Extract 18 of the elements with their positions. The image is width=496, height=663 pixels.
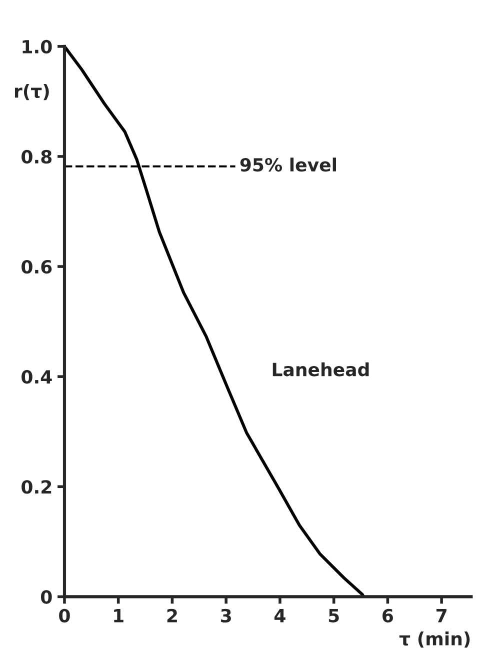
- x-tick-label: 7: [436, 609, 446, 622]
- x-tick-label: 2: [167, 608, 177, 622]
- y-tick-label: 0.4: [22, 370, 52, 384]
- annotation: Lanehead: [272, 362, 369, 376]
- x-tick-label: 1: [114, 609, 124, 622]
- y-tick-label: 1.0: [22, 40, 52, 54]
- y-tick-label: 0.6: [22, 260, 52, 274]
- y-tick-label: 0.2: [22, 480, 52, 494]
- y-tick-label: 0: [40, 590, 52, 604]
- x-axis-title: τ (min): [399, 632, 470, 648]
- x-tick-label: 6: [382, 608, 394, 622]
- x-tick-label: 0: [59, 608, 70, 622]
- y-axis-title: r(τ): [14, 84, 49, 100]
- x-tick-label: 3: [221, 608, 231, 622]
- ref-line-label: 95% level: [240, 158, 336, 172]
- x-tick-label: 5: [328, 609, 339, 622]
- y-tick-label: 0.8: [22, 150, 52, 164]
- x-tick-label: 4: [274, 609, 286, 622]
